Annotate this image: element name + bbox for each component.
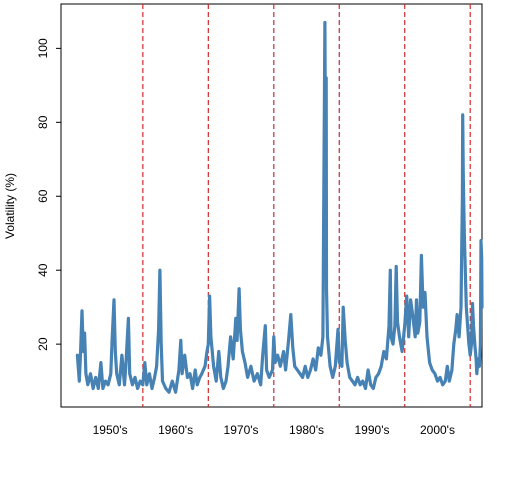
decade-lines <box>142 4 471 407</box>
y-axis: 20 40 60 80 100 <box>36 38 61 351</box>
decade-label-0: 1950's <box>93 423 128 437</box>
series-line-0 <box>75 20 484 394</box>
y-tick-label-100: 100 <box>36 38 50 58</box>
y-tick-label-20: 20 <box>36 337 50 351</box>
y-tick-label-80: 80 <box>36 115 50 129</box>
decade-label-2: 1970's <box>224 423 259 437</box>
series-layer <box>75 20 484 394</box>
plot-frame <box>60 3 483 408</box>
y-tick-label-40: 40 <box>36 263 50 277</box>
decade-label-3: 1980's <box>289 423 324 437</box>
y-axis-title: Volatility (%) <box>3 173 17 239</box>
x-axis-labels: 1950's 1960's 1970's 1980's 1990's 2000's <box>93 423 455 437</box>
y-tick-label-60: 60 <box>36 189 50 203</box>
decade-label-1: 1960's <box>158 423 193 437</box>
decade-label-4: 1990's <box>355 423 390 437</box>
decade-label-5: 2000's <box>420 423 455 437</box>
